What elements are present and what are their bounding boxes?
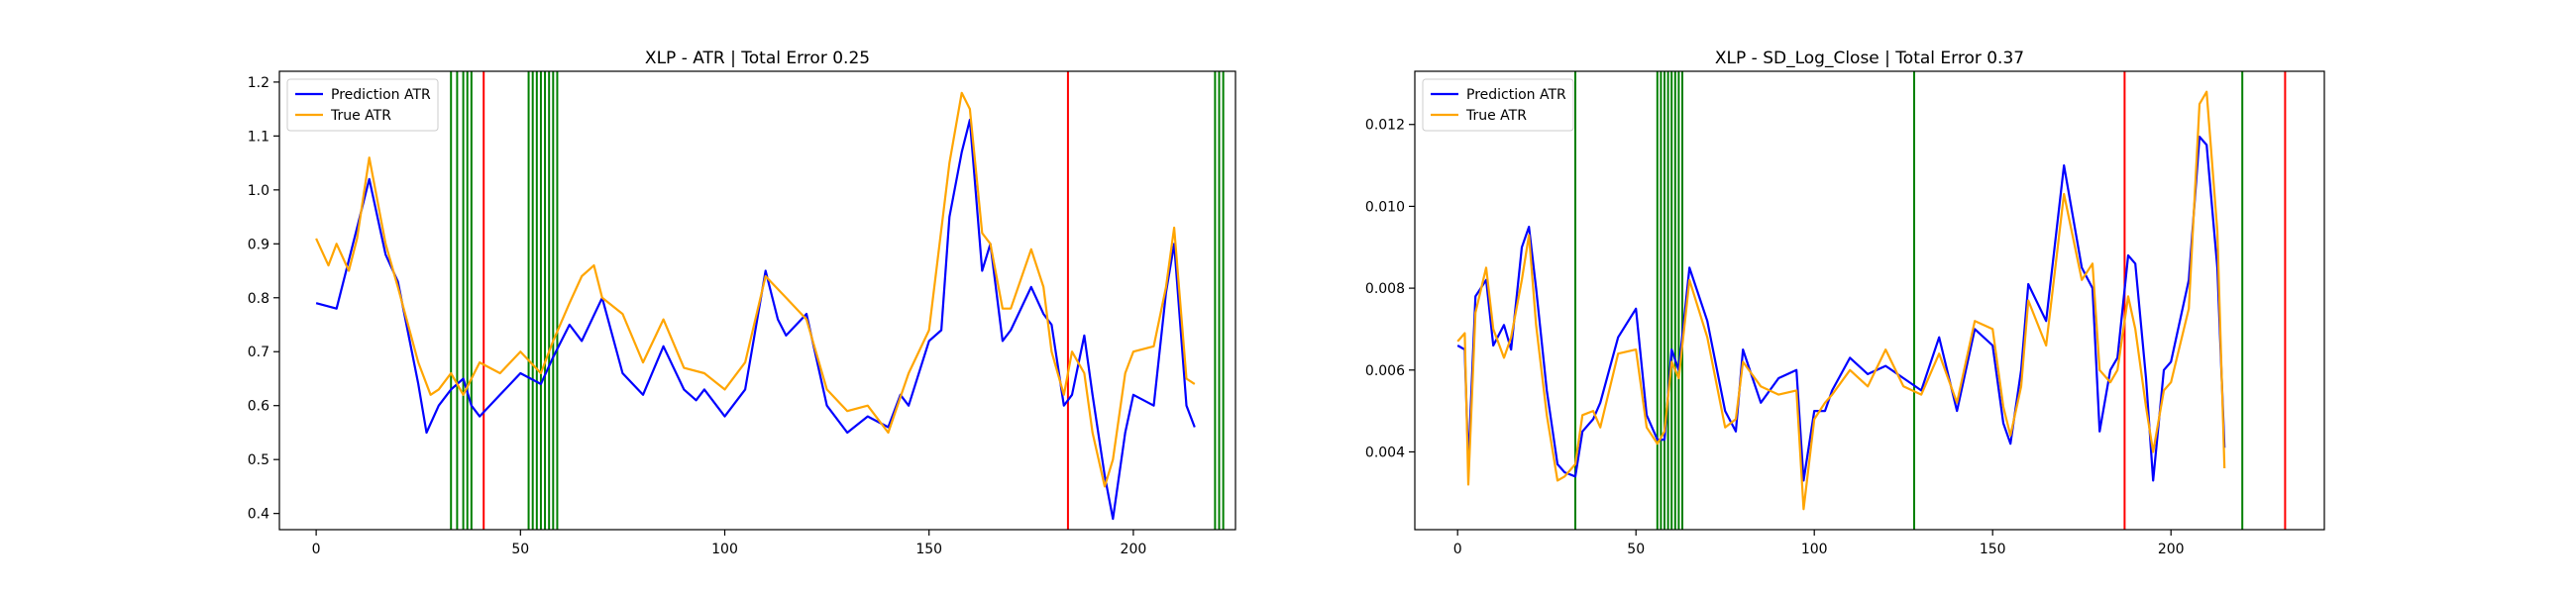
chart-atr: 0 50 100 150 2000.40.50.60.70.80.91.01.11.2 … — [248, 49, 1236, 557]
series-line-true — [1456, 90, 2226, 511]
x-tick-label: 150 — [1980, 542, 2006, 557]
y-tick-label: 1.1 — [248, 129, 269, 145]
y-tick-label: 0.010 — [1365, 199, 1405, 215]
legend-label-prediction: Prediction ATR — [331, 87, 431, 103]
x-tick-label: 50 — [511, 542, 529, 557]
x-tick-label: 0 — [1453, 542, 1462, 557]
y-tick-label: 0.006 — [1365, 363, 1405, 379]
y-tick-label: 0.012 — [1365, 118, 1405, 134]
y-tick-label: 0.6 — [248, 399, 269, 415]
y-tick-label: 0.4 — [248, 507, 269, 523]
x-tick-label: 0 — [312, 542, 321, 557]
x-tick-label: 100 — [711, 542, 738, 557]
chart-title-atr: XLP - ATR | Total Error 0.25 — [645, 49, 870, 68]
plot-area-sd-log-close: 0 50 100 150 200 0.004 0.006 0.008 0.010 0.012 — [1365, 70, 2325, 557]
y-tick-label: 1.0 — [248, 183, 269, 199]
axes-frame — [278, 70, 1236, 531]
legend-box-sd-log-close — [1422, 78, 1574, 132]
y-tick-label: 0.004 — [1365, 445, 1405, 460]
legend-sd-log-close: Prediction ATR True ATR — [1422, 78, 1574, 132]
plot-content — [315, 71, 1225, 530]
legend-label-true: True ATR — [1465, 108, 1527, 124]
y-tick-label: 0.8 — [248, 291, 269, 307]
y-tick-label: 1.2 — [248, 75, 269, 91]
legend-label-true: True ATR — [330, 108, 391, 124]
series-line-prediction — [1456, 136, 2226, 482]
legend-box-atr — [286, 78, 439, 132]
x-tick-label: 200 — [2158, 542, 2185, 557]
plot-content — [1456, 71, 2287, 530]
axes-frame — [1414, 70, 2325, 531]
legend-atr: Prediction ATR True ATR — [286, 78, 439, 132]
y-tick-label: 0.9 — [248, 237, 269, 252]
plot-area-atr: 0 50 100 150 200 0.4 0.5 0.6 0.7 0.8 0.9 1.0 1.1 1.2 — [248, 70, 1236, 557]
y-tick-label: 0.5 — [248, 452, 269, 468]
legend-label-prediction: Prediction ATR — [1466, 87, 1566, 103]
x-tick-label: 200 — [1121, 542, 1147, 557]
x-tick-label: 50 — [1627, 542, 1645, 557]
y-tick-label: 0.7 — [248, 345, 269, 360]
x-tick-label: 100 — [1801, 542, 1828, 557]
x-tick-label: 150 — [915, 542, 942, 557]
chart-sd-log-close: 0 50 100 150 200 0.004 0.006 0.008 0.010 0.012 XL… — [1365, 49, 2325, 557]
chart-title-sd-log-close: XLP - SD_Log_Close | Total Error 0.37 — [1715, 49, 2024, 68]
y-tick-label: 0.008 — [1365, 281, 1405, 297]
series-line-true — [315, 91, 1196, 488]
